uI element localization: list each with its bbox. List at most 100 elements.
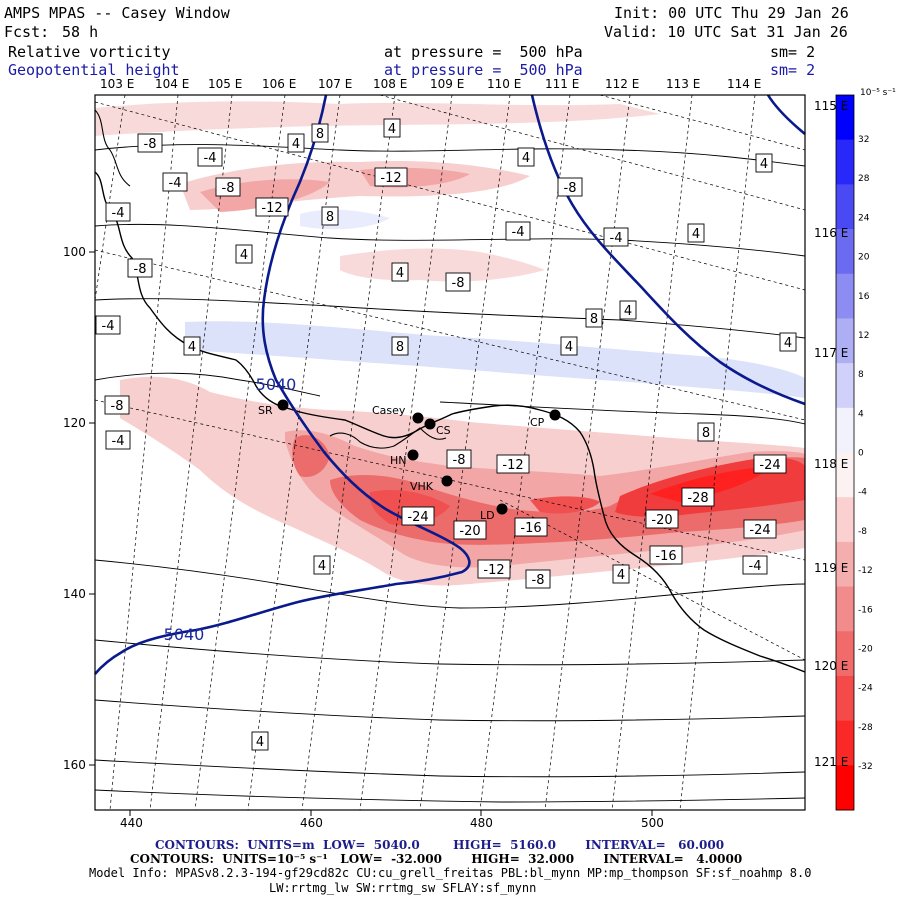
field1-level: at pressure = 500 hPa (384, 43, 583, 61)
longitude-line (544, 95, 631, 810)
vorticity-contour-label: 8 (321, 206, 339, 226)
height-contour-label: 5040 (256, 375, 297, 394)
svg-text:-8: -8 (452, 276, 465, 291)
svg-text:8: 8 (396, 340, 404, 355)
vorticity-contour (95, 298, 805, 339)
coastline-detail (95, 109, 131, 187)
vorticity-contour-label: 4 (517, 147, 535, 167)
vorticity-contour (95, 144, 805, 167)
vorticity-contour-label: 4 (560, 336, 578, 356)
colorbar-segment (836, 273, 854, 319)
svg-text:8: 8 (702, 426, 710, 441)
x-tick-label: 440 (120, 816, 143, 830)
lon-label-right: 119 E (814, 561, 849, 575)
vorticity-contour-label: 4 (183, 336, 201, 356)
vorticity-contour-label: 4 (391, 262, 409, 282)
lon-label-top: 112 E (605, 77, 640, 91)
vorticity-contour-label: -8 (104, 395, 130, 415)
station-label: CP (530, 416, 545, 429)
coastline-detail (329, 427, 447, 449)
colorbar-label: -4 (858, 488, 867, 498)
station-label: CS (436, 424, 451, 437)
colorbar-segment (836, 765, 854, 811)
svg-text:-8: -8 (532, 573, 545, 588)
field1-name: Relative vorticity (8, 43, 171, 61)
colorbar-label: 12 (858, 331, 869, 341)
negative-vorticity-core (530, 496, 600, 514)
vorticity-contour-label: -16 (514, 517, 548, 537)
svg-text:-12: -12 (483, 563, 504, 578)
vorticity-contour-label: -4 (505, 221, 531, 241)
colorbar-label: -28 (858, 723, 873, 733)
colorbar-label: -16 (858, 605, 873, 615)
vorticity-contour-label: 4 (619, 300, 637, 320)
vorticity-contour-label: 4 (287, 133, 305, 153)
lon-label-right: 121 E (814, 755, 849, 769)
vorticity-contour (95, 639, 805, 666)
longitude-line (359, 95, 453, 810)
station-marker (549, 409, 561, 421)
colorbar-label: 16 (858, 292, 870, 302)
vorticity-contour-label: 4 (755, 153, 773, 173)
vorticity-contour-label: 4 (313, 555, 331, 575)
colorbar-unit: 10⁻⁵ s⁻¹ (860, 88, 896, 98)
svg-text:4: 4 (292, 137, 300, 152)
positive-vorticity-band (185, 321, 805, 398)
lon-label-right: 118 E (814, 457, 849, 471)
svg-text:4: 4 (188, 340, 196, 355)
vorticity-contour-label: -4 (197, 147, 223, 167)
lon-label-top: 108 E (373, 77, 408, 91)
vorticity-contour-label: -20 (645, 509, 679, 529)
station-marker (412, 412, 424, 424)
y-tick-label: 160 (63, 758, 86, 772)
negative-vorticity-area (340, 248, 545, 282)
colorbar-frame (835, 94, 855, 811)
colorbar-label: 20 (858, 253, 870, 263)
colorbar-segment (836, 184, 854, 230)
lon-label-top: 103 E (100, 77, 135, 91)
svg-text:-16: -16 (520, 521, 541, 536)
svg-text:4: 4 (396, 266, 404, 281)
svg-text:4: 4 (318, 559, 326, 574)
vorticity-contour-label: -4 (95, 315, 121, 335)
lon-label-right: 116 E (814, 226, 849, 240)
longitude-line (479, 95, 571, 810)
vorticity-contour-label: -24 (743, 519, 777, 539)
svg-text:-4: -4 (112, 206, 125, 221)
lon-label-top: 107 E (318, 77, 353, 91)
vorticity-contour-label: 8 (391, 336, 409, 356)
svg-text:-8: -8 (134, 262, 147, 277)
svg-text:-12: -12 (380, 171, 401, 186)
model-title: AMPS MPAS -- Casey Window (4, 4, 230, 22)
colorbar: 32 28 24 20 16 12 8 4 0 -4 -8 -12 -16 -20 -24 -28 -32 (835, 94, 873, 811)
vorticity-contour-label: -28 (681, 487, 715, 507)
vorticity-contour-label: -4 (105, 202, 131, 222)
vorticity-contour-label: 8 (585, 308, 603, 328)
vorticity-contour-label: 8 (697, 422, 715, 442)
svg-text:-28: -28 (687, 491, 708, 506)
colorbar-label: -20 (858, 644, 873, 654)
colorbar-segment (836, 139, 854, 185)
vorticity-contour-label: 4 (235, 244, 253, 264)
svg-text:4: 4 (256, 735, 264, 750)
lon-label-top: 106 E (262, 77, 297, 91)
lon-label-right: 120 E (814, 659, 849, 673)
y-tick-label: 100 (63, 245, 86, 259)
svg-text:-20: -20 (459, 524, 480, 539)
longitude-line (301, 95, 396, 810)
station-marker (441, 475, 453, 487)
lon-label-top: 105 E (208, 77, 243, 91)
colorbar-segment (836, 318, 854, 364)
svg-text:-8: -8 (453, 453, 466, 468)
height-contour-5100 (530, 94, 806, 406)
colorbar-label: 4 (858, 409, 864, 419)
svg-text:4: 4 (240, 248, 248, 263)
vorticity-contour-label: -8 (127, 258, 153, 278)
svg-text:-8: -8 (564, 181, 577, 196)
svg-text:-4: -4 (112, 434, 125, 449)
svg-text:4: 4 (617, 568, 625, 583)
lon-label-top: 109 E (430, 77, 465, 91)
vorticity-contour-label: 8 (311, 123, 329, 143)
colorbar-label: 32 (858, 135, 869, 145)
